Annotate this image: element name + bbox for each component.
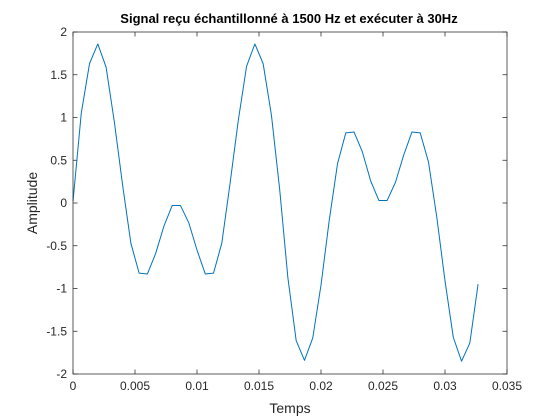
x-tick-label: 0.01 (185, 379, 209, 393)
x-axis-label: Temps (269, 400, 310, 416)
y-axis-label: Amplitude (24, 172, 40, 234)
x-tick-label: 0.025 (368, 379, 398, 393)
x-tick-label: 0.035 (492, 379, 522, 393)
x-tick-label: 0.03 (433, 379, 457, 393)
y-tick-label: 0.5 (50, 153, 67, 167)
x-tick-label: 0 (70, 379, 77, 393)
y-tick-label: -0.5 (46, 239, 67, 253)
y-tick-label: -1.5 (46, 324, 67, 338)
y-tick-label: 1.5 (50, 68, 67, 82)
chart-title: Signal reçu échantillonné à 1500 Hz et e… (120, 11, 458, 26)
y-tick-label: 2 (60, 25, 67, 39)
x-tick-label: 0.015 (244, 379, 274, 393)
data-series (72, 43, 479, 362)
x-tick-label: 0.02 (309, 379, 333, 393)
y-tick-label: -2 (56, 367, 67, 381)
axis-ticks: 0 0.005 0.01 0.015 0.02 0.025 0.03 0.035 -2 -1.5 -… (46, 25, 522, 393)
y-tick-label: -1 (56, 282, 67, 296)
y-tick-label: 1 (60, 111, 67, 125)
plot-area (73, 32, 507, 374)
y-tick-label: 0 (60, 196, 67, 210)
x-tick-label: 0.005 (120, 379, 150, 393)
plot-frame (72, 31, 508, 375)
signal-line (72, 43, 479, 362)
